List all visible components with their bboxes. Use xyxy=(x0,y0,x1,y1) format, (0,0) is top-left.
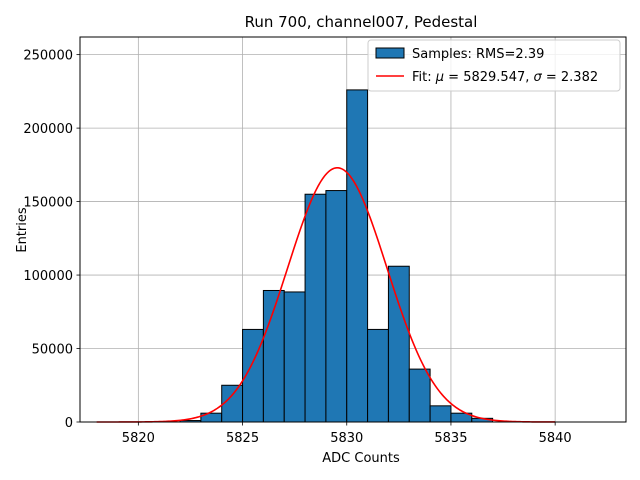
histogram-bar xyxy=(346,89,369,423)
y-tick-label: 50000 xyxy=(32,343,73,358)
histogram-bar xyxy=(304,193,327,423)
x-tick-label: 5835 xyxy=(434,431,467,446)
histogram-bar xyxy=(283,291,306,423)
histogram-bar xyxy=(325,190,348,423)
fit-curve-group xyxy=(96,167,556,423)
y-tick-label: 100000 xyxy=(23,269,73,284)
y-tick-label: 0 xyxy=(65,416,73,431)
x-tick-label: 5830 xyxy=(330,431,363,446)
x-tick-label: 5840 xyxy=(539,431,572,446)
gaussian-fit-curve xyxy=(96,167,556,423)
x-axis-label: ADC Counts xyxy=(322,451,400,466)
legend: Samples: RMS=2.39 Fit: μ = 5829.547, σ =… xyxy=(367,39,621,92)
x-axis-ticks: 5820 5825 5830 5835 5840 xyxy=(122,422,572,446)
histogram-bar xyxy=(408,368,431,423)
chart-title: Run 700, channel007, Pedestal xyxy=(245,13,478,31)
x-tick-label: 5820 xyxy=(122,431,155,446)
legend-histogram-label: Samples: RMS=2.39 xyxy=(412,47,544,62)
legend-box xyxy=(367,39,621,92)
histogram-bar xyxy=(387,265,410,423)
histogram-bar xyxy=(429,405,452,423)
legend-histogram-swatch xyxy=(375,47,405,59)
histogram-bars xyxy=(179,89,494,423)
y-tick-label: 200000 xyxy=(23,122,73,137)
histogram-bar xyxy=(221,384,244,423)
y-axis-label: Entries xyxy=(15,207,30,253)
plot-frame xyxy=(79,36,627,423)
legend-fit-label: Fit: μ = 5829.547, σ = 2.382 xyxy=(412,70,598,85)
x-tick-label: 5825 xyxy=(226,431,259,446)
y-tick-label: 250000 xyxy=(23,49,73,64)
y-tick-label: 150000 xyxy=(23,196,73,211)
histogram-bar xyxy=(367,328,389,423)
y-axis-ticks: 0 50000 100000 150000 200000 250000 xyxy=(23,49,80,431)
